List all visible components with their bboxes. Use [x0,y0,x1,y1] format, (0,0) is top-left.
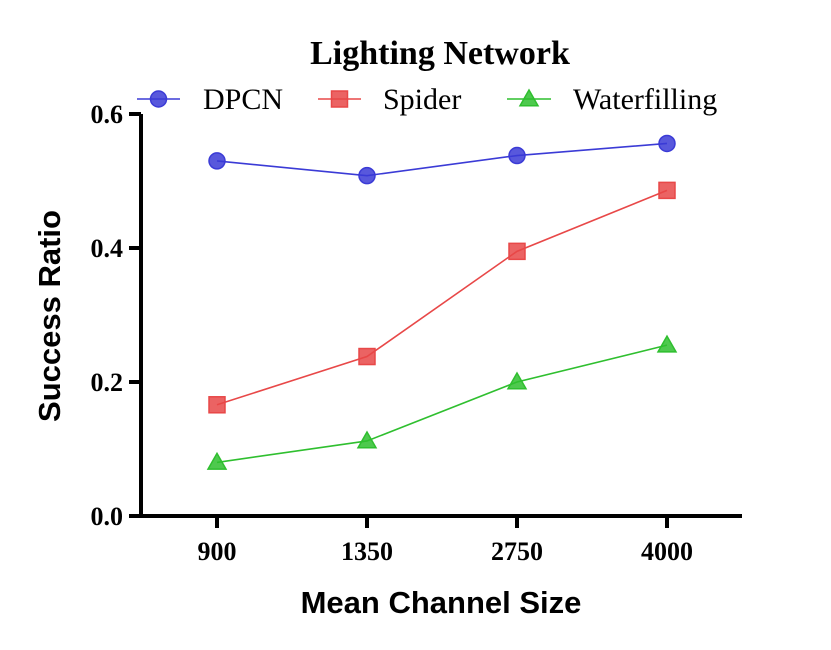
series-dpcn [208,134,676,185]
series-line [216,189,668,406]
data-point [658,181,676,200]
series-layer [206,134,678,470]
series-line [216,142,668,177]
chart-title: Lighting Network [310,35,570,72]
legend-item-dpcn: DPCN [137,83,283,116]
legend-marker [149,90,168,108]
data-point [208,152,226,170]
data-point [356,430,378,449]
data-point [508,242,526,261]
x-tick-label: 900 [198,537,237,566]
y-tick-label: 0.2 [91,368,124,397]
data-point [508,146,526,165]
legend: DPCN Spider Waterfilling [137,83,717,116]
data-point [658,134,676,153]
data-point [358,166,376,185]
y-axis-label: Success Ratio [32,210,67,422]
data-point [208,396,226,414]
data-point [506,371,528,390]
y-ticks: 0.0 0.2 0.4 0.6 [91,100,141,531]
x-axis-label: Mean Channel Size [301,585,582,620]
x-tick-label: 1350 [341,537,393,566]
x-ticks: 900 1350 2750 4000 [198,516,693,566]
data-point [358,347,376,366]
axes [139,114,742,518]
legend-marker [518,88,540,107]
legend-item-spider: Spider [318,83,461,116]
legend-label: Spider [383,83,461,116]
x-tick-label: 4000 [641,537,693,566]
y-tick-label: 0.4 [91,234,124,263]
series-line [216,344,668,464]
data-point [206,451,228,470]
legend-item-waterfilling: Waterfilling [507,83,717,116]
series-waterfilling [206,334,678,470]
x-tick-label: 2750 [491,537,543,566]
y-tick-label: 0.6 [91,100,124,129]
legend-label: DPCN [203,83,283,116]
series-spider [208,181,676,414]
data-point [656,334,678,353]
legend-label: Waterfilling [573,83,717,116]
y-tick-label: 0.0 [91,502,124,531]
legend-marker [330,90,349,108]
